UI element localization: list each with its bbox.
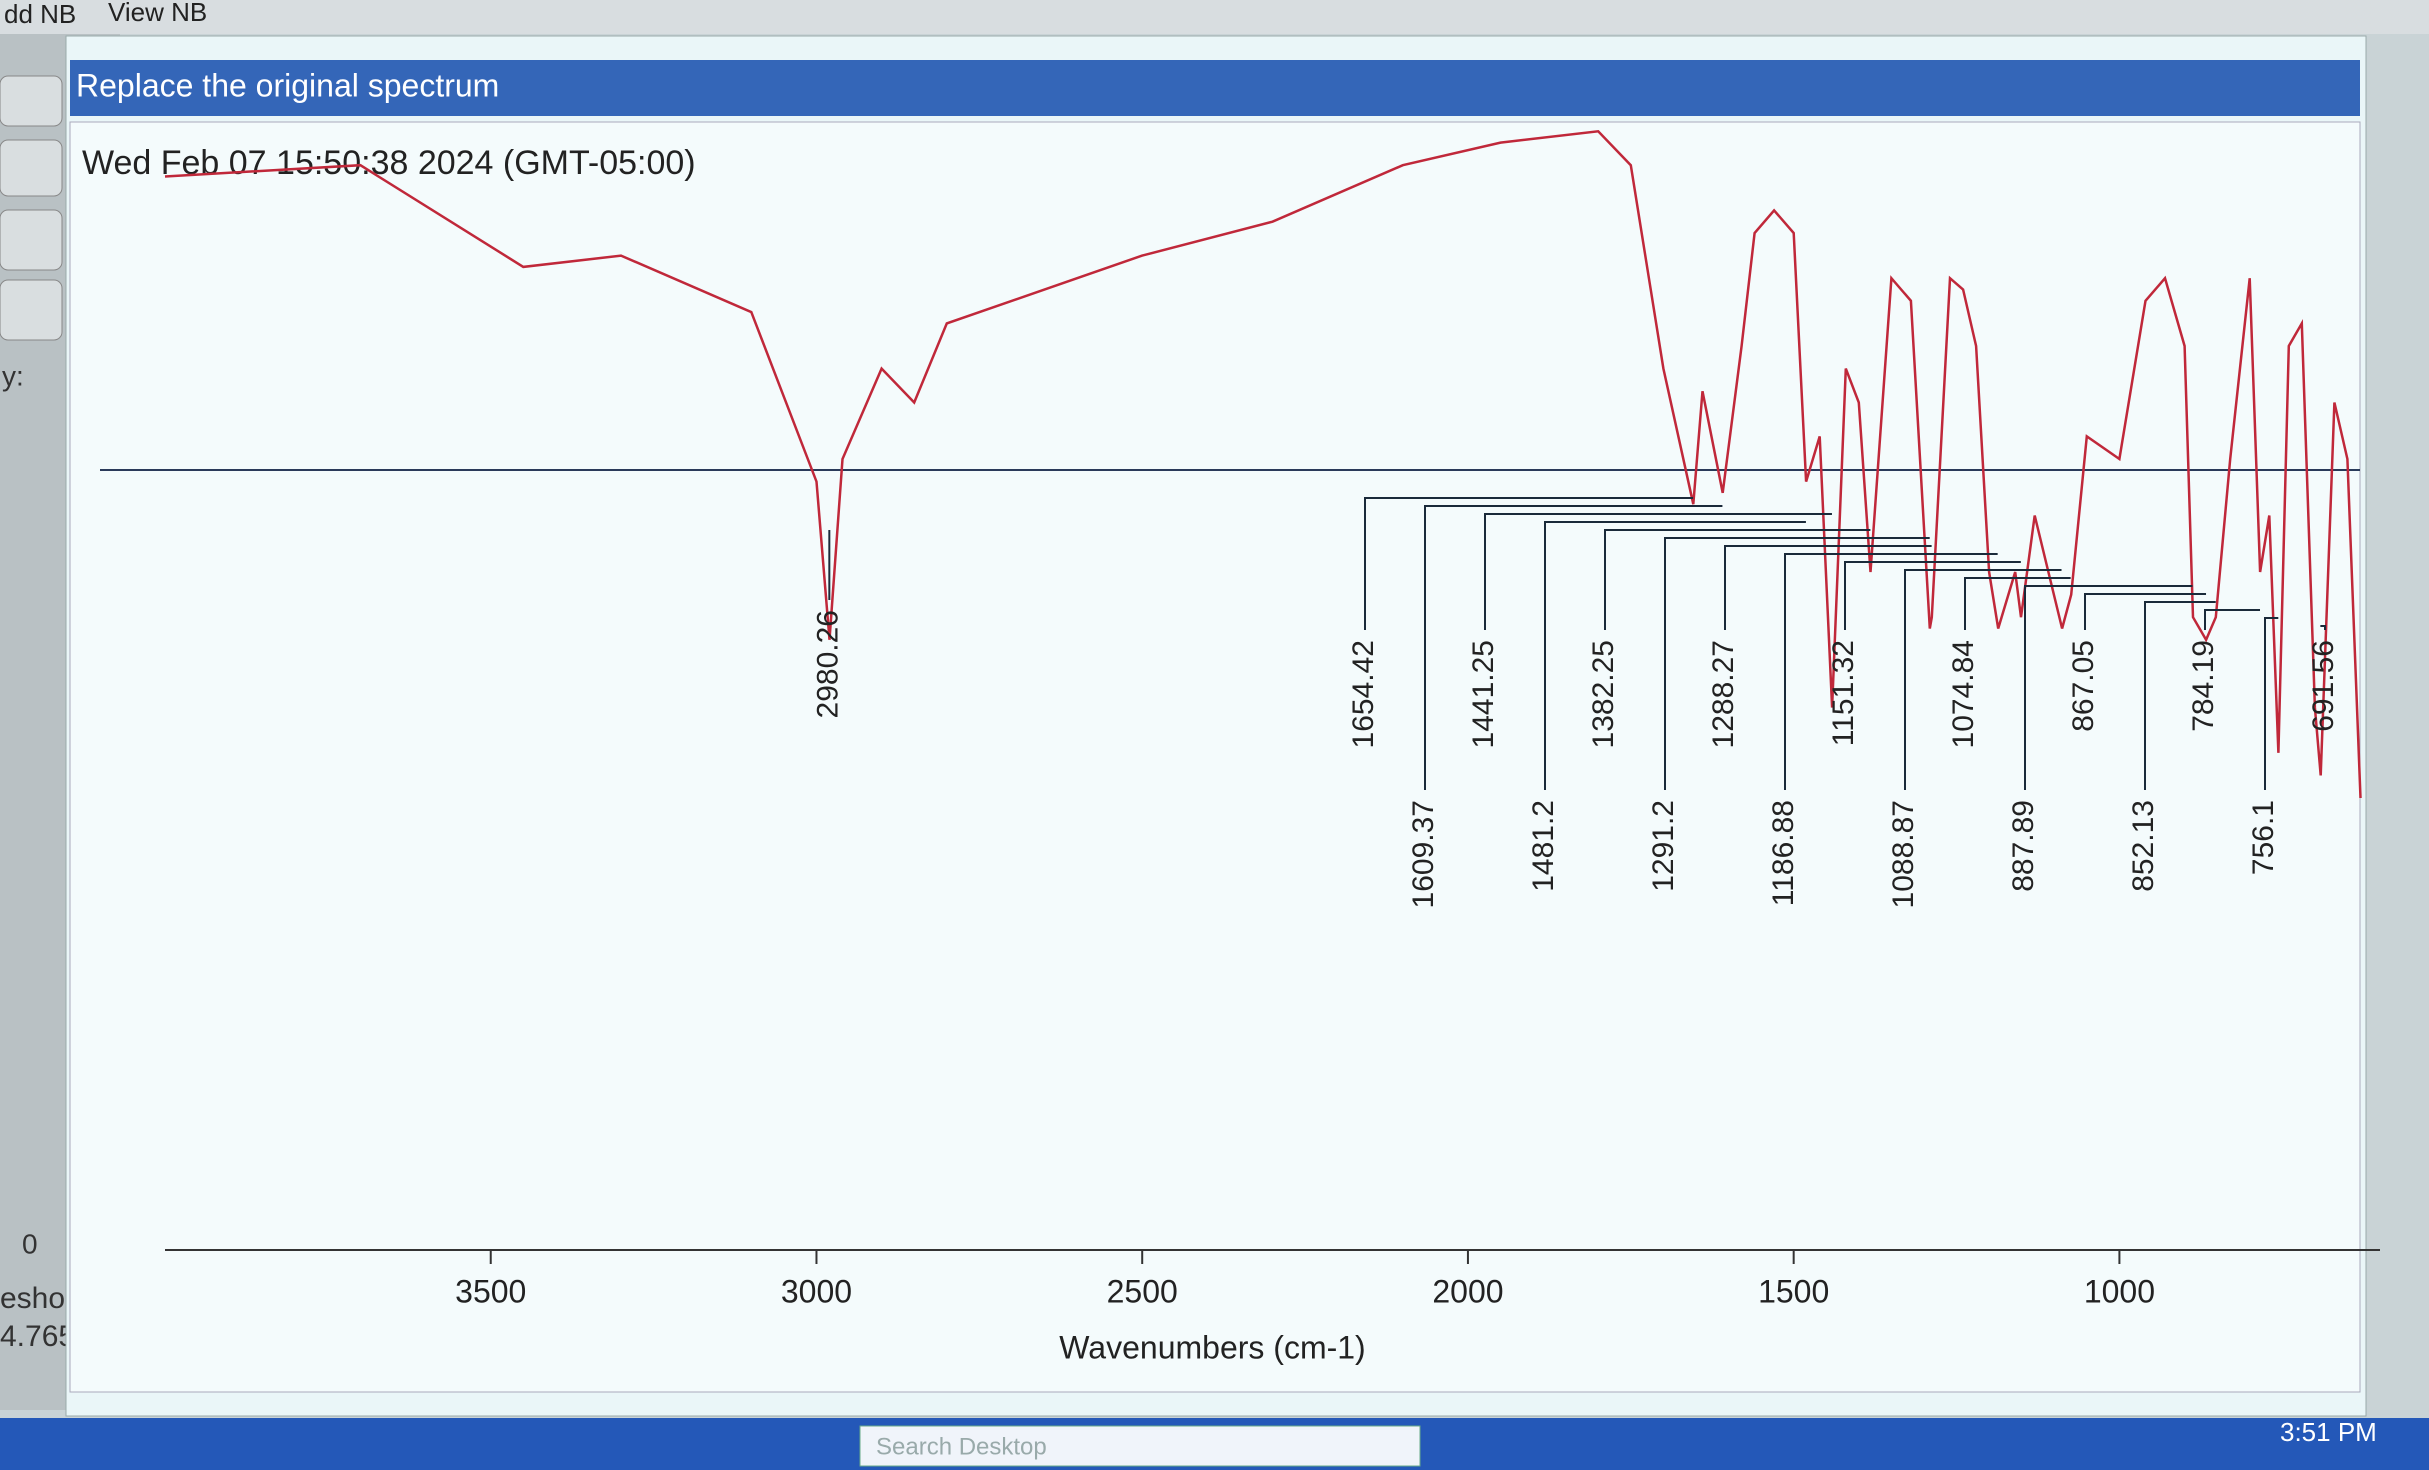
button[interactable] xyxy=(0,209,63,271)
peak-leader xyxy=(2204,609,2261,630)
x-tick-label: 1500 xyxy=(1758,1273,1829,1309)
plot: 3500 3000 2500 2000 1500 1000 Wavenumbers (cm-… xyxy=(164,129,2380,1365)
peak-leader xyxy=(1484,513,1832,630)
peak-label: 1186.88 xyxy=(1767,800,1800,906)
peak-label: 756.1 xyxy=(2247,800,2280,875)
peak-label: 784.19 xyxy=(2187,640,2220,732)
peak-leader xyxy=(1604,529,1871,630)
peak-leader xyxy=(2024,585,2193,790)
menu-bar xyxy=(0,0,2429,34)
peak-leader xyxy=(1424,505,1723,790)
peak-label: 1291.2 xyxy=(1647,800,1680,892)
spectrum-line xyxy=(164,129,2362,799)
peak-leader xyxy=(1664,537,1930,790)
menu-item[interactable]: View NB xyxy=(108,0,207,27)
peak-label: 852.13 xyxy=(2127,800,2160,892)
peak-leader xyxy=(1844,561,2021,630)
x-tick-label: 3500 xyxy=(455,1273,526,1309)
peak-label: 1151.32 xyxy=(1827,640,1860,746)
peak-leader xyxy=(1904,569,2062,790)
x-tick-label: 3000 xyxy=(781,1273,852,1309)
x-tick-label: 2000 xyxy=(1432,1273,1503,1309)
plot-area xyxy=(69,121,2361,1393)
peak-label: 1382.25 xyxy=(1587,640,1620,748)
peak-label: 1288.27 xyxy=(1707,640,1740,748)
peak-leader xyxy=(1544,521,1806,790)
peak-leader xyxy=(1364,497,1694,630)
peak-label: 1654.42 xyxy=(1347,640,1380,748)
peak-label: 1074.84 xyxy=(1947,640,1980,748)
button[interactable] xyxy=(0,279,63,341)
peak-label: 867.05 xyxy=(2067,640,2100,732)
x-axis-label: Wavenumbers (cm-1) xyxy=(1059,1329,1365,1365)
peak-label: 2980.26 xyxy=(811,610,844,718)
banner-text: Replace the original spectrum xyxy=(76,67,499,103)
peak-leader xyxy=(2320,625,2326,630)
clock: 3:51 PM xyxy=(2280,1417,2377,1447)
peak-label: 1088.87 xyxy=(1887,800,1920,908)
sidebar-label: y: xyxy=(2,360,24,391)
peak-leader xyxy=(2084,593,2207,630)
sidebar-value: 4.765 xyxy=(0,1320,75,1353)
peak-leader xyxy=(2144,601,2216,790)
peak-leader xyxy=(1724,545,1932,630)
sidebar-label: 0 xyxy=(22,1228,38,1259)
peak-label: 1481.2 xyxy=(1527,800,1560,892)
peak-label: 1609.37 xyxy=(1407,800,1440,908)
x-tick-label: 1000 xyxy=(2084,1273,2155,1309)
search-placeholder: Search Desktop xyxy=(876,1433,1047,1460)
x-tick-label: 2500 xyxy=(1107,1273,1178,1309)
peak-label: 1441.25 xyxy=(1467,640,1500,748)
peak-leader xyxy=(1964,577,2071,630)
button[interactable] xyxy=(0,139,63,197)
banner xyxy=(70,60,2360,116)
peak-label: 691.56 xyxy=(2307,640,2340,732)
peak-leader xyxy=(1784,553,1998,790)
peak-label: 887.89 xyxy=(2007,800,2040,892)
peak-leader xyxy=(2264,617,2279,790)
button[interactable] xyxy=(0,75,63,127)
search-box[interactable] xyxy=(859,1425,1421,1467)
menu-item[interactable]: dd NB xyxy=(4,0,76,29)
